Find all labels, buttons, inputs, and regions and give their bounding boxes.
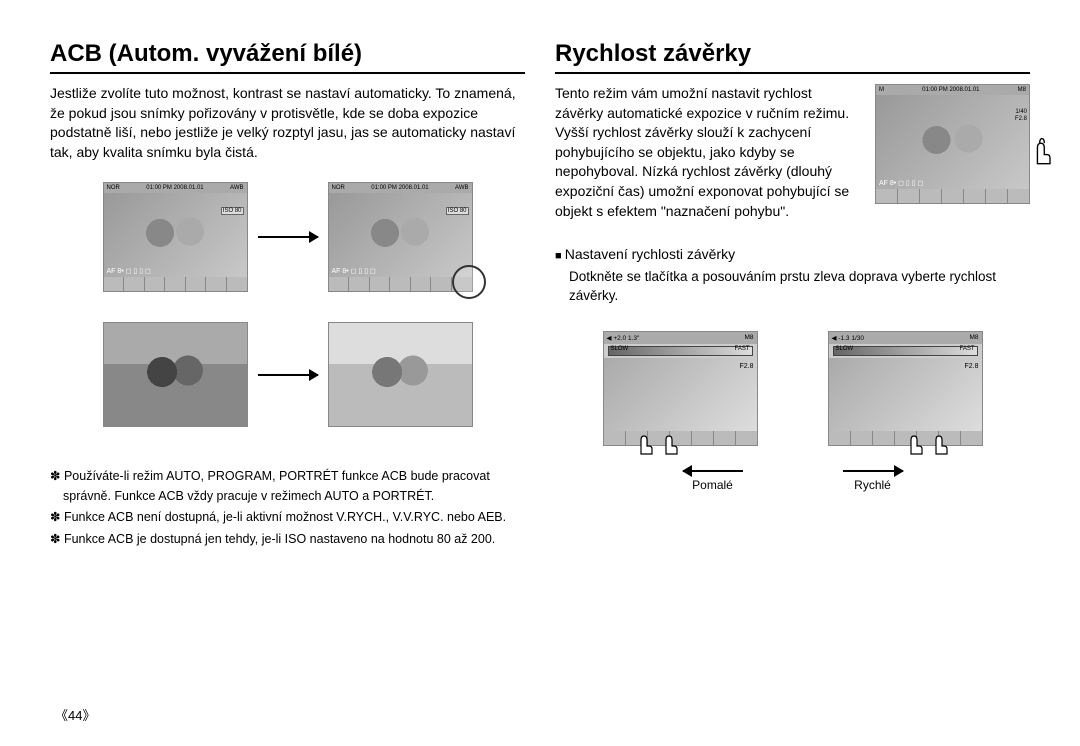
left-title: ACB (Autom. vyvážení bílé)	[50, 40, 525, 74]
right-top: Tento režim vám umožní nastavit rychlost…	[555, 84, 1030, 221]
hand-icon	[1028, 134, 1056, 166]
right-column: Rychlost závěrky Tento režim vám umožní …	[555, 40, 1030, 716]
right-body: Tento režim vám umožní nastavit rychlost…	[555, 84, 863, 221]
hand-icon	[928, 428, 952, 456]
hand-icon	[903, 428, 927, 456]
left-column: ACB (Autom. vyvážení bílé) Jestliže zvol…	[50, 40, 525, 716]
notes: ✽ Používáte-li režim AUTO, PROGRAM, PORT…	[50, 467, 525, 551]
arrow-right-icon	[843, 470, 903, 472]
fstop-label: F2.8	[1015, 116, 1027, 123]
photo-row	[50, 322, 525, 427]
left-body: Jestliže zvolíte tuto možnost, kontrast …	[50, 84, 525, 162]
subtext: Dotkněte se tlačítka a posouváním prstu …	[555, 268, 1030, 306]
arrow-left-icon	[683, 470, 743, 472]
note-2: ✽ Funkce ACB není dostupná, je-li aktivn…	[50, 508, 525, 527]
awb-label: AWB	[230, 185, 243, 191]
hand-icon	[633, 428, 657, 456]
note-1: ✽ Používáte-li režim AUTO, PROGRAM, PORT…	[50, 467, 525, 506]
page-number: 《44》	[55, 705, 95, 724]
lcd-after: NOR 01:00 PM 2008.01.01 AWB ISO 80 AF 8•…	[328, 182, 473, 292]
magnify-icon	[452, 265, 486, 299]
arrow-icon	[258, 374, 318, 376]
bottom-icons: AF 8• ◻ ▯ ▯ ◻	[107, 267, 151, 275]
lcd-before: NOR 01:00 PM 2008.01.01 AWB ISO 80 AF 8•…	[103, 182, 248, 292]
mode-label: M	[879, 87, 884, 93]
note-3: ✽ Funkce ACB je dostupná jen tehdy, je-l…	[50, 530, 525, 549]
page: ACB (Autom. vyvážení bílé) Jestliže zvol…	[50, 40, 1030, 716]
speed-label: 1/40	[1015, 109, 1027, 116]
label-slow: Pomalé	[683, 470, 743, 492]
photo-before	[103, 322, 248, 427]
right-title: Rychlost závěrky	[555, 40, 1030, 74]
shutter-row: ◀ +2.0 1.3" M8 SLOW FAST F2.8	[555, 331, 1030, 446]
hand-icon	[658, 428, 682, 456]
lcd-row: NOR 01:00 PM 2008.01.01 AWB ISO 80 AF 8•…	[50, 182, 525, 292]
top-lcd: M 01:00 PM 2008.01.01 M8 1/40 F2.8 AF 8•…	[875, 84, 1030, 204]
subhead: Nastavení rychlosti závěrky	[555, 246, 1030, 262]
labels-row: Pomalé Rychlé	[555, 470, 1030, 492]
label-fast: Rychlé	[843, 470, 903, 492]
arrow-icon	[258, 236, 318, 238]
nor-label: NOR	[107, 185, 120, 191]
time-label: 01:00 PM 2008.01.01	[146, 185, 203, 191]
iso-label: ISO 80	[221, 207, 244, 215]
photo-after	[328, 322, 473, 427]
